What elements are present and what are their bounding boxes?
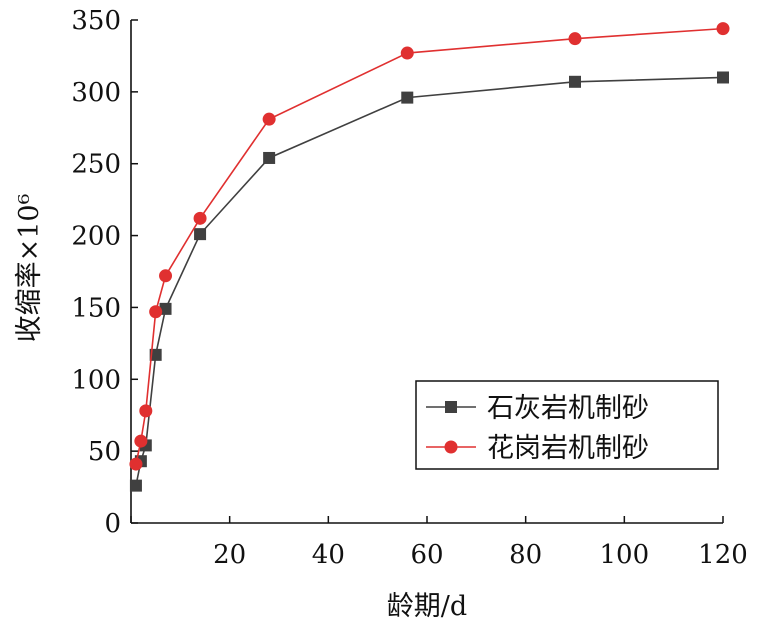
x-tick-label: 20 (213, 540, 246, 570)
x-tick-label: 40 (312, 540, 345, 570)
data-point (159, 269, 173, 283)
y-tick-label: 50 (88, 437, 121, 467)
data-point (193, 211, 207, 225)
legend-entry: 石灰岩机制砂 (426, 393, 649, 424)
series-layer (129, 22, 730, 492)
y-tick-label: 0 (104, 509, 121, 539)
series-line (135, 76, 724, 486)
series-line (135, 27, 724, 465)
data-point (568, 32, 582, 46)
x-tick-label: 100 (600, 540, 650, 570)
data-point (262, 112, 276, 126)
x-tick-label: 60 (410, 540, 443, 570)
data-point (717, 71, 729, 84)
x-tick-label: 120 (698, 540, 748, 570)
legend-label: 花岗岩机制砂 (487, 433, 649, 464)
legend-entry: 花岗岩机制砂 (426, 433, 649, 464)
y-tick-label: 250 (71, 150, 121, 180)
y-tick-label: 100 (71, 365, 121, 395)
data-point (129, 479, 142, 492)
x-axis-title: 龄期/d (387, 591, 467, 622)
series-2 (129, 22, 730, 471)
x-ticks: 20 40 60 80 100 120 (130, 516, 748, 570)
data-point (129, 457, 143, 471)
y-tick-label: 300 (71, 78, 121, 108)
legend-box (415, 380, 719, 470)
data-point (149, 305, 163, 319)
legend-label: 石灰岩机制砂 (487, 393, 649, 424)
data-point (569, 75, 581, 88)
data-point (263, 151, 276, 164)
data-point (149, 348, 162, 361)
data-point (401, 91, 414, 104)
y-ticks: 0 50 100 150 200 250 300 350 (71, 6, 138, 539)
data-point (139, 404, 153, 418)
legend-marker (444, 440, 458, 454)
data-point (134, 434, 148, 448)
data-point (716, 22, 730, 36)
data-point (194, 228, 207, 241)
x-tick-label: 80 (509, 540, 542, 570)
y-tick-label: 150 (71, 293, 121, 323)
y-tick-label: 200 (71, 222, 121, 252)
data-point (400, 46, 414, 60)
data-point (159, 302, 172, 315)
y-axis-title: 收缩率×10⁶ (14, 193, 45, 342)
y-tick-label: 350 (71, 6, 121, 36)
legend-marker (445, 401, 457, 413)
